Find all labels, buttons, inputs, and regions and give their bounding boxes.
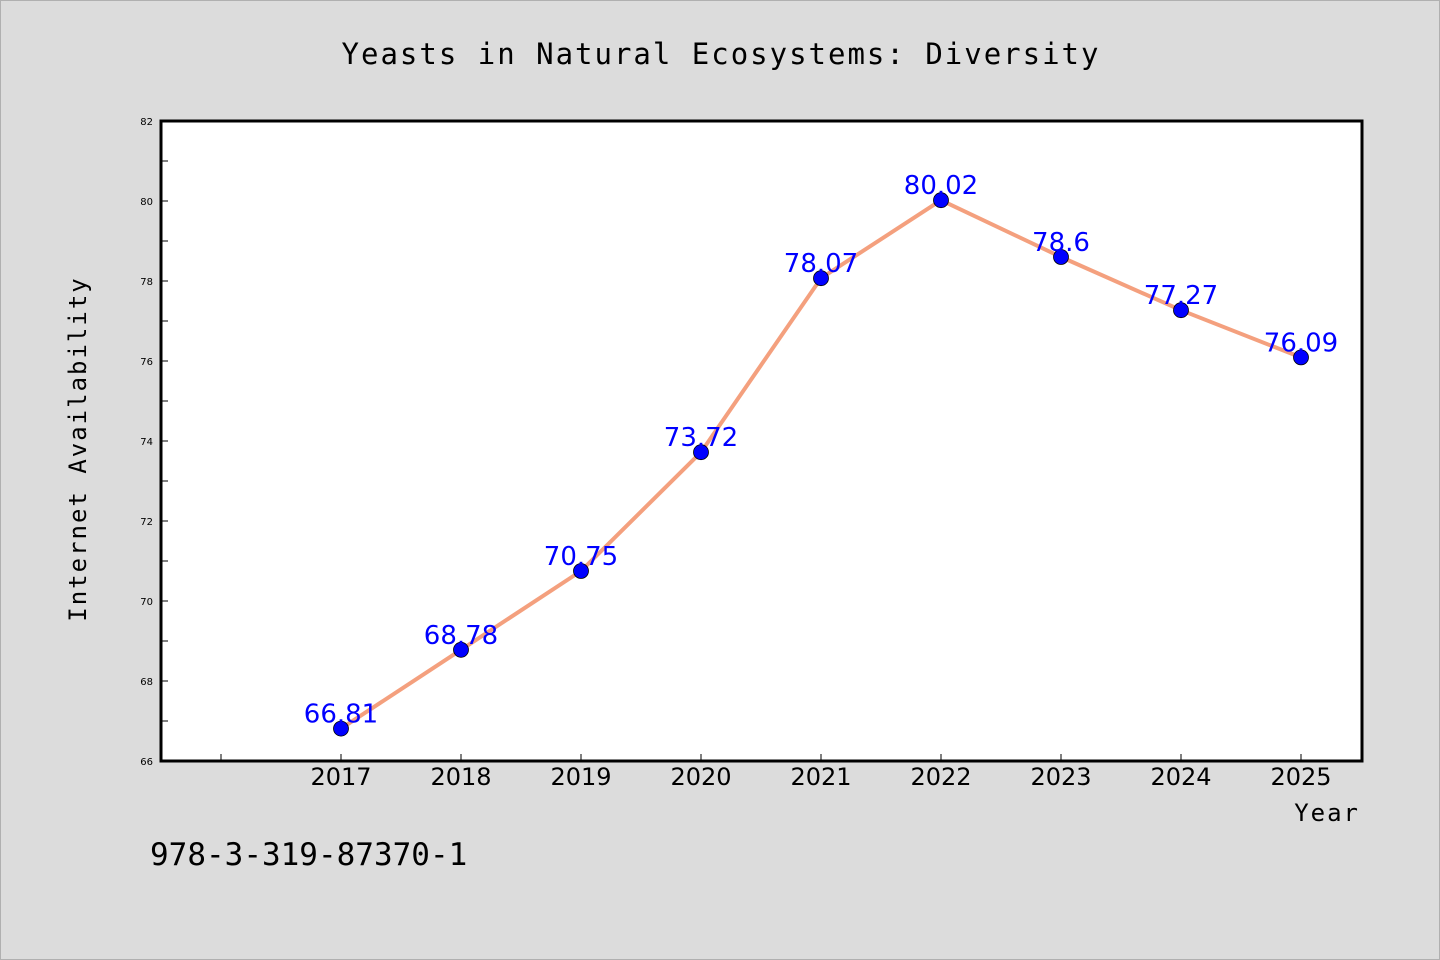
plot-frame <box>159 119 1364 763</box>
x-tick-label: 2023 <box>1030 763 1091 791</box>
data-label: 78.07 <box>784 249 858 279</box>
y-tick-label: 74 <box>140 437 153 448</box>
y-tick-label: 66 <box>140 757 153 768</box>
y-tick-label: 68 <box>140 677 153 688</box>
x-tick-label: 2019 <box>550 763 611 791</box>
x-tick-label: 2022 <box>910 763 971 791</box>
x-tick-label: 2020 <box>670 763 731 791</box>
x-tick-label: 2018 <box>430 763 491 791</box>
y-tick-label: 78 <box>140 277 153 288</box>
data-point <box>1173 302 1189 319</box>
data-label: 70.75 <box>544 542 618 572</box>
data-point <box>333 720 349 737</box>
data-point <box>933 192 949 209</box>
data-label: 66.81 <box>304 700 378 730</box>
data-point <box>573 563 589 579</box>
y-axis-title: Internet Availability <box>64 276 92 621</box>
y-tick-label: 70 <box>140 597 153 608</box>
x-axis-title: Year <box>1294 799 1360 827</box>
chart-title: Yeasts in Natural Ecosystems: Diversity <box>342 37 1101 71</box>
y-tick-label: 80 <box>140 197 153 208</box>
y-tick-label: 76 <box>140 357 153 368</box>
data-point <box>693 444 709 461</box>
data-point <box>1293 349 1309 366</box>
data-point <box>813 270 829 287</box>
data-point <box>1053 249 1069 265</box>
series-layer: 66.81 68.78 70.75 73.72 78.07 80.02 78.6 77.27 7… <box>304 171 1338 737</box>
data-point <box>453 641 469 658</box>
isbn-text: 978-3-319-87370-1 <box>150 837 467 873</box>
data-label: 73.72 <box>664 423 738 453</box>
x-tick-label: 2024 <box>1150 763 1211 791</box>
x-axis-ticks: 2017 2018 2019 2020 2021 2022 2023 2024 2025 <box>220 754 1332 791</box>
y-tick-label: 82 <box>140 117 153 128</box>
data-label: 78.6 <box>1032 228 1090 258</box>
y-tick-label: 72 <box>140 517 153 528</box>
data-label: 68.78 <box>424 621 498 651</box>
x-tick-label: 2021 <box>790 763 851 791</box>
data-label: 77.27 <box>1144 281 1218 311</box>
plot-area <box>161 121 1362 761</box>
data-label: 80.02 <box>904 171 978 201</box>
x-tick-label: 2017 <box>310 763 371 791</box>
data-label: 76.09 <box>1264 328 1338 358</box>
x-tick-label: 2025 <box>1270 763 1331 791</box>
